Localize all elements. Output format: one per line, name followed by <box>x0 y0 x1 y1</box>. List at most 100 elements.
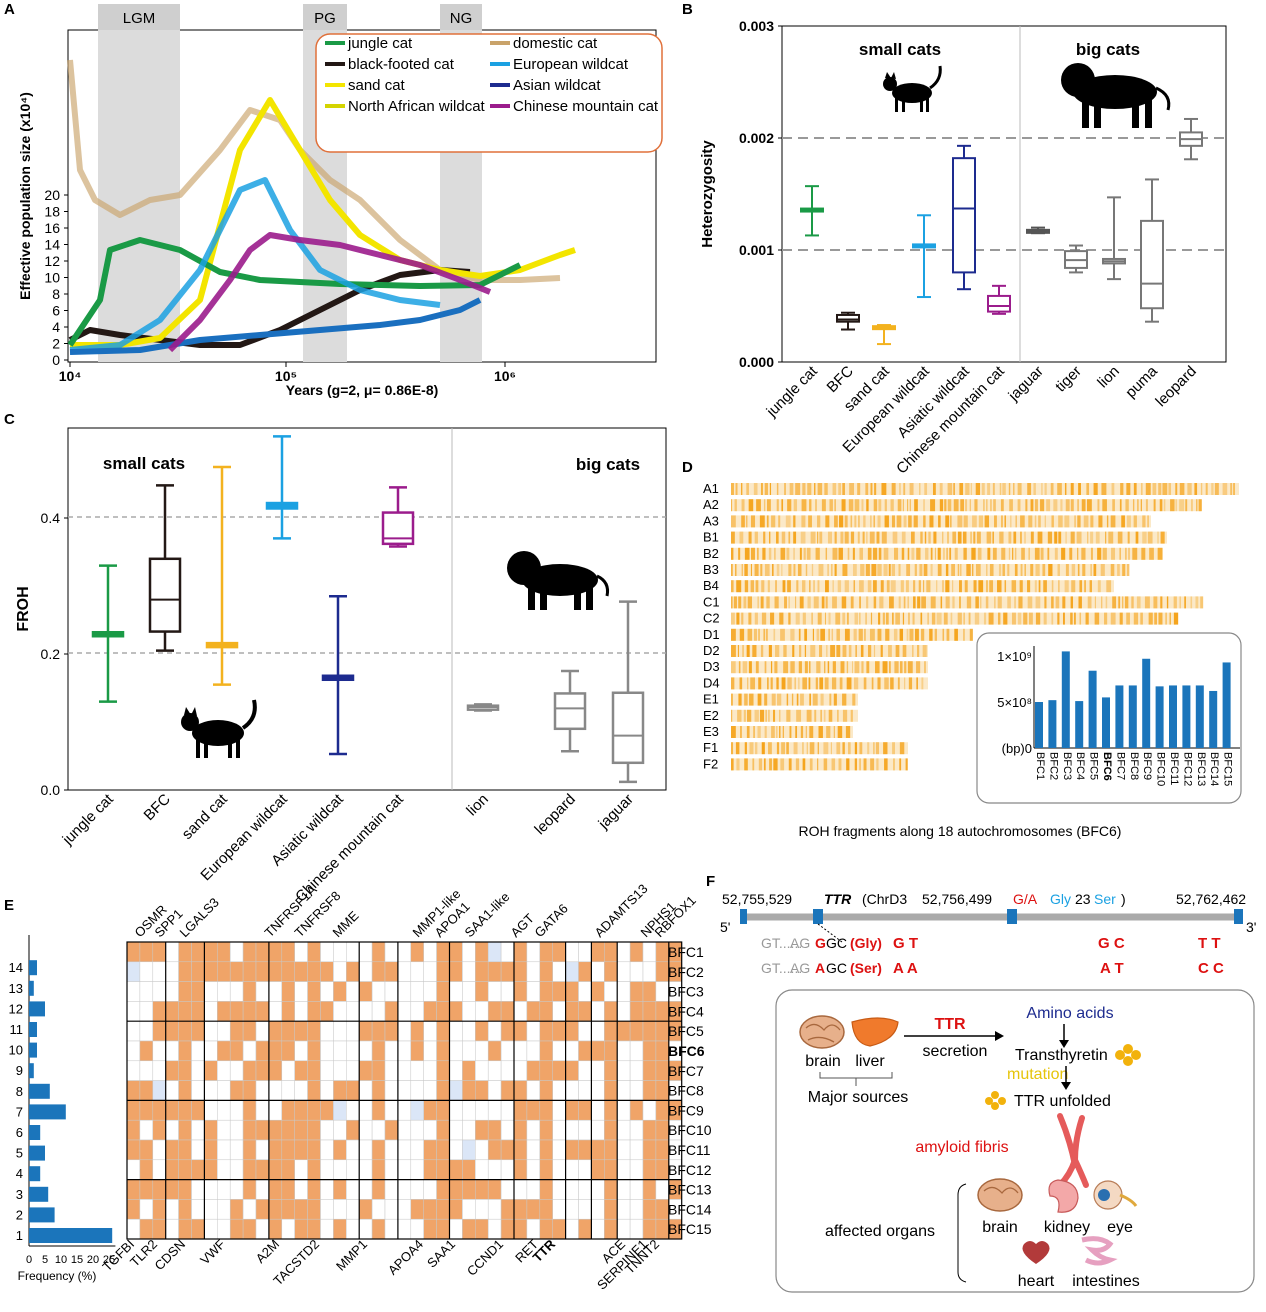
grid-cell <box>397 1040 412 1062</box>
grid-cell <box>307 1159 321 1180</box>
roh-segment <box>795 726 798 738</box>
inset-x-label: BFC8 <box>1128 752 1140 780</box>
roh-segment <box>1069 547 1073 560</box>
grid-cell <box>268 941 283 963</box>
roh-segment <box>870 483 873 495</box>
grid-cell <box>655 1179 670 1200</box>
grid-cell <box>642 941 657 963</box>
amyloid-label: amyloid fibris <box>915 1139 1008 1156</box>
roh-segment <box>891 483 896 495</box>
roh-segment <box>957 612 962 625</box>
roh-segment <box>1169 612 1171 625</box>
seq1-base: G <box>815 935 826 951</box>
grid-cell <box>591 1001 605 1022</box>
grid-cell <box>358 1020 373 1042</box>
roh-segment <box>830 645 835 657</box>
roh-segment <box>853 677 859 690</box>
seq1-g3: T T <box>1198 935 1221 952</box>
y-tick-label-b: 0.002 <box>739 130 774 146</box>
roh-segment <box>1041 483 1043 495</box>
grid-cell <box>539 961 553 982</box>
grid-cell <box>604 1159 618 1180</box>
aa1-label: Gly <box>1050 891 1071 907</box>
exon-1 <box>740 909 747 924</box>
grid-cell <box>655 1139 670 1161</box>
grid-cell <box>475 1020 489 1042</box>
roh-segment <box>760 483 763 495</box>
roh-segment <box>786 742 789 755</box>
grid-cell <box>526 961 541 982</box>
roh-segment <box>909 628 914 641</box>
grid-cell <box>616 1119 631 1141</box>
roh-segment <box>731 547 734 560</box>
organs-bracket <box>957 1183 967 1283</box>
roh-segment <box>1024 531 1026 544</box>
grid-cell <box>475 1199 489 1220</box>
y-tick-label-a: 12 <box>44 253 60 269</box>
grid-cell <box>462 1159 476 1180</box>
y-tick-label-b: 0.000 <box>739 354 774 370</box>
grid-cell <box>217 1119 231 1141</box>
hist-bar <box>29 1166 41 1182</box>
grid-cell <box>384 981 399 1002</box>
legend-label: sand cat <box>348 77 406 94</box>
roh-segment <box>737 645 739 657</box>
roh-segment <box>1136 596 1141 609</box>
roh-segment <box>919 483 921 495</box>
grid-cell <box>371 961 386 982</box>
roh-row-label: D4 <box>703 675 720 690</box>
roh-segment <box>788 612 791 625</box>
roh-segment <box>808 515 812 528</box>
roh-segment <box>818 564 824 576</box>
roh-segment <box>1089 580 1092 593</box>
roh-segment <box>867 645 872 657</box>
roh-segment <box>1043 580 1047 593</box>
caption-d: ROH fragments along 18 autochromosomes (… <box>799 823 1122 839</box>
roh-segment <box>921 596 926 609</box>
panel-f: F 52,755,529 TTR (ChrD3 52,756,499 G/A G… <box>706 873 1256 1293</box>
box <box>836 313 860 323</box>
category-label-c: lion <box>463 791 492 820</box>
roh-segment <box>1028 515 1033 528</box>
grid-cell <box>629 1139 644 1161</box>
roh-segment <box>744 742 747 755</box>
hist-y-label: 13 <box>9 981 23 996</box>
roh-segment <box>963 628 965 641</box>
roh-segment <box>744 758 748 771</box>
grid-cell <box>320 1080 334 1101</box>
psmc-curves <box>67 59 576 355</box>
roh-segment <box>774 547 776 560</box>
grid-cell <box>449 941 463 963</box>
roh-segment <box>814 483 816 495</box>
roh-segment <box>828 709 833 722</box>
roh-segment <box>1035 564 1040 576</box>
grid-cell <box>539 941 553 963</box>
grid-cell <box>333 1080 347 1101</box>
roh-segment <box>741 483 743 495</box>
roh-segment <box>1112 596 1117 609</box>
roh-segment <box>966 596 972 609</box>
grid-cell <box>178 1179 192 1200</box>
grid-cell <box>229 1020 244 1042</box>
grid-cell <box>436 1080 450 1101</box>
grid-cell <box>307 1199 321 1220</box>
roh-segment <box>994 596 996 609</box>
roh-segment <box>766 596 770 609</box>
roh-segment <box>903 596 906 609</box>
roh-segment <box>899 742 905 755</box>
grid-cell <box>255 1218 270 1240</box>
y-axis-label-b: Heterozygosity <box>699 140 716 248</box>
roh-segment <box>764 483 768 495</box>
roh-segment <box>1170 499 1175 512</box>
grid-cell <box>423 1159 437 1180</box>
roh-segment <box>908 515 912 528</box>
seq2-aa: (Ser) <box>850 960 882 976</box>
grid-cell <box>139 1179 154 1200</box>
grid-cell <box>281 1001 295 1022</box>
roh-segment <box>1230 483 1233 495</box>
x-axis-label-a: Years (g=2, μ= 0.86E-8) <box>286 382 439 398</box>
roh-segment <box>973 531 976 544</box>
grid-cell <box>410 1218 424 1240</box>
roh-segment <box>900 580 904 593</box>
roh-segment <box>806 547 811 560</box>
